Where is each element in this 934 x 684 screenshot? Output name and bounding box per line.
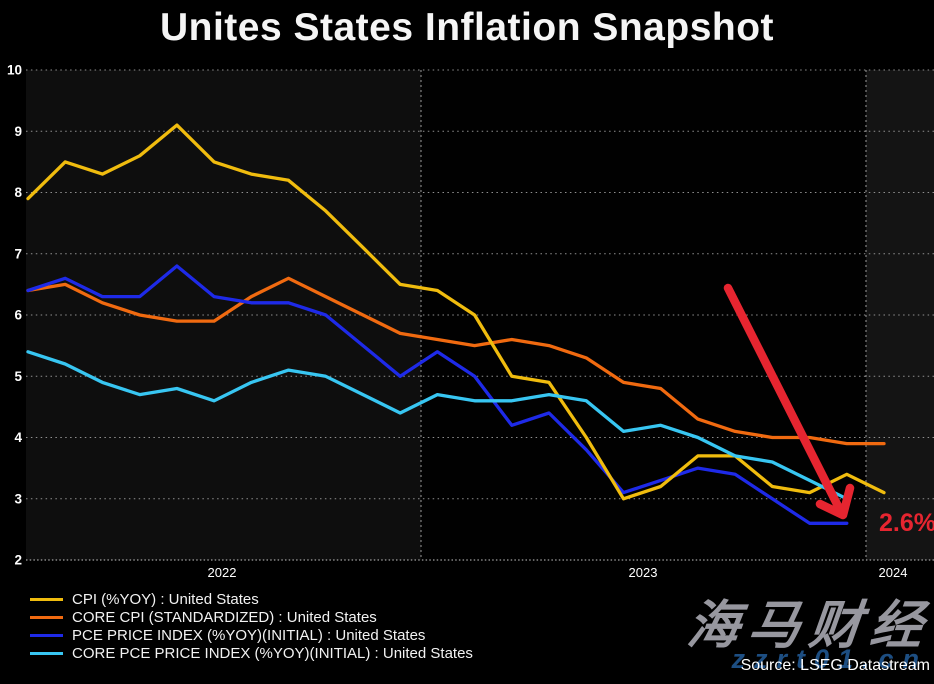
- y-axis-tick-label: 2: [14, 553, 22, 568]
- trend-arrow: [723, 283, 855, 520]
- series-lines: [26, 123, 886, 525]
- legend-label: CORE CPI (STANDARDIZED) : United States: [72, 608, 377, 626]
- legend-item-3: CORE PCE PRICE INDEX (%YOY)(INITIAL) : U…: [30, 644, 473, 662]
- series-line-3: [26, 350, 849, 501]
- y-axis-tick-label: 4: [14, 430, 22, 445]
- year-band: [866, 70, 934, 560]
- legend-item-0: CPI (%YOY) : United States: [30, 590, 473, 608]
- annotation-value-label: 2.6%: [879, 509, 934, 537]
- legend-label: PCE PRICE INDEX (%YOY)(INITIAL) : United…: [72, 626, 426, 644]
- x-axis-tick-label: 2023: [629, 565, 658, 580]
- series-line-0: [26, 123, 886, 501]
- y-axis-tick-label: 10: [7, 63, 22, 78]
- legend-item-2: PCE PRICE INDEX (%YOY)(INITIAL) : United…: [30, 626, 473, 644]
- legend-label: CPI (%YOY) : United States: [72, 590, 259, 608]
- y-axis-tick-label: 5: [14, 369, 22, 384]
- trend-arrow-shaft: [723, 283, 845, 515]
- year-bands: [26, 70, 934, 560]
- chart-legend: CPI (%YOY) : United States CORE CPI (STAN…: [30, 590, 473, 662]
- legend-label: CORE PCE PRICE INDEX (%YOY)(INITIAL) : U…: [72, 644, 473, 662]
- y-axis-tick-label: 8: [14, 185, 22, 200]
- y-axis-tick-label: 6: [14, 308, 22, 323]
- legend-line-swatch: [30, 597, 63, 601]
- legend-item-1: CORE CPI (STANDARDIZED) : United States: [30, 608, 473, 626]
- y-axis-tick-label: 9: [14, 124, 22, 139]
- y-axis-tick-label: 7: [14, 246, 22, 261]
- series-line-2: [26, 264, 849, 525]
- source-attribution: Source: LSEG Datastream: [740, 657, 930, 674]
- gridlines: 10 9 8 7 6 5 4 3 2: [7, 63, 934, 568]
- legend-line-swatch: [30, 615, 63, 619]
- y-axis-tick-label: 3: [14, 491, 22, 506]
- legend-line-swatch: [30, 651, 63, 655]
- watermark-url: zzrt01.cn: [731, 644, 928, 674]
- legend-line-swatch: [30, 633, 63, 637]
- series-line-1: [26, 276, 886, 446]
- trend-arrow-head: [815, 483, 855, 520]
- x-axis-tick-label: 2024: [879, 565, 908, 580]
- x-axis-tick-label: 2022: [208, 565, 237, 580]
- chart-title: Unites States Inflation Snapshot: [159, 6, 775, 49]
